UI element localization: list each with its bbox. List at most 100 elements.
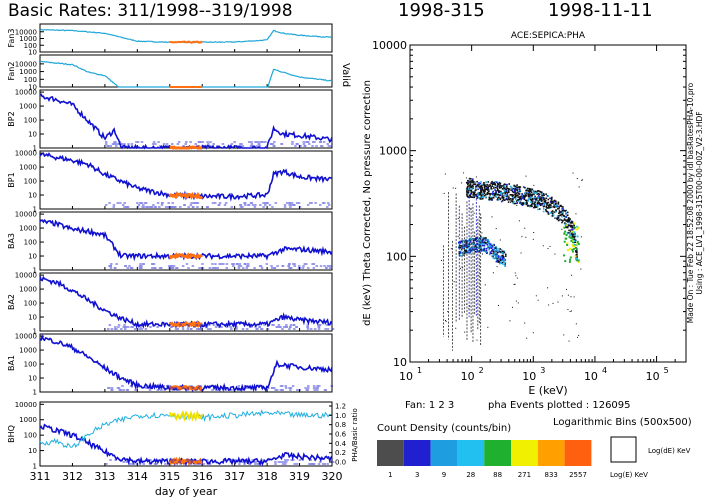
- heatmap-cell: [471, 246, 473, 249]
- heatmap-cell: [513, 185, 516, 187]
- y-tick-label: 10000: [372, 39, 407, 52]
- legend-swatch: [377, 440, 404, 466]
- heatmap-cell: [514, 272, 516, 274]
- heatmap-cell: [484, 284, 486, 286]
- fan-label: Fan: 1 2 3: [405, 400, 454, 411]
- heatmap-cell: [486, 247, 489, 249]
- heatmap-cell: [490, 186, 492, 189]
- heatmap-cell: [538, 193, 541, 196]
- heatmap-cell: [507, 187, 509, 189]
- heatmap-cell: [498, 194, 501, 196]
- heatmap-cell: [570, 222, 572, 224]
- heatmap-cell: [480, 235, 482, 238]
- legend-swatch: [457, 440, 485, 466]
- heatmap-cell: [574, 234, 576, 236]
- heatmap-cell: [514, 188, 516, 190]
- heatmap-cell: [488, 196, 491, 199]
- heatmap-cell: [470, 186, 473, 189]
- heatmap-cell: [489, 252, 492, 254]
- heatmap-cell: [526, 192, 529, 194]
- heatmap-cell: [526, 337, 528, 339]
- heatmap-cell: [477, 188, 479, 191]
- heatmap-cell: [519, 186, 522, 188]
- heatmap-cell: [476, 243, 478, 245]
- heatmap-cell: [557, 219, 560, 222]
- heatmap-cell: [540, 191, 543, 193]
- heatmap-cell: [462, 243, 465, 246]
- heatmap-cell: [574, 241, 576, 243]
- heatmap-cell: [562, 220, 564, 222]
- heatmap-cell: [474, 191, 476, 194]
- heatmap-cell: [476, 197, 478, 199]
- y-tick-label: 10000: [15, 211, 37, 219]
- heatmap-cell: [553, 204, 555, 206]
- heatmap-cell: [517, 186, 520, 189]
- heatmap-cell: [472, 253, 474, 255]
- heatmap-cell: [545, 210, 548, 212]
- heatmap-cell: [461, 244, 464, 247]
- heatmap-cell: [545, 197, 548, 200]
- highlight-segment: [168, 456, 203, 466]
- heatmap-cell: [488, 242, 491, 245]
- heatmap-cell: [489, 245, 492, 248]
- x-tick-label: 10: [584, 370, 598, 383]
- heatmap-cell: [462, 244, 465, 247]
- heatmap-cell: [542, 210, 545, 213]
- heatmap-cell: [471, 178, 474, 181]
- heatmap-cell: [521, 202, 523, 204]
- heatmap-cell: [503, 183, 506, 185]
- heatmap-cell: [513, 186, 516, 188]
- heatmap-cell: [462, 267, 464, 269]
- heatmap-cell: [508, 196, 510, 198]
- heatmap-cell: [518, 220, 520, 222]
- heatmap-cell: [464, 240, 467, 242]
- heatmap-cell: [566, 221, 569, 223]
- heatmap-cell: [525, 203, 528, 206]
- y-tick-label: 1: [33, 328, 37, 336]
- heatmap-cell: [561, 208, 563, 210]
- heatmap-cell: [516, 189, 519, 191]
- heatmap-cell: [571, 221, 573, 223]
- heatmap-cell: [459, 244, 461, 247]
- heatmap-cell: [499, 239, 501, 241]
- heatmap-cell: [530, 205, 533, 208]
- highlight-segment: [169, 144, 203, 151]
- heatmap-cell: [521, 193, 523, 195]
- heatmap-cell: [503, 185, 505, 188]
- heatmap-cell: [467, 191, 470, 194]
- legend-value: 28: [466, 471, 475, 479]
- heatmap-cell: [491, 184, 493, 186]
- heatmap-cell: [527, 200, 529, 202]
- x-tick-label: 10: [646, 370, 660, 383]
- highlight-segment: [169, 384, 203, 392]
- heatmap-cell: [466, 190, 468, 192]
- heatmap-cell: [539, 203, 542, 205]
- heatmap-cell: [487, 246, 490, 249]
- panel-label: Fan2: [7, 62, 16, 81]
- heatmap-cell: [568, 221, 570, 224]
- heatmap-cell: [474, 238, 477, 241]
- heatmap-cell: [573, 224, 575, 227]
- heatmap-cell: [502, 196, 505, 199]
- heatmap-cell: [479, 185, 482, 187]
- x-tick-label: 10: [399, 370, 413, 383]
- heatmap-cell: [487, 181, 490, 183]
- heatmap-cell: [518, 192, 520, 195]
- heatmap-cell: [577, 243, 580, 245]
- heatmap-cell: [469, 251, 471, 254]
- heatmap-cell: [509, 198, 512, 200]
- heatmap-cell: [532, 238, 534, 240]
- heatmap-cell: [500, 186, 503, 189]
- heatmap-cell: [509, 320, 511, 322]
- heatmap-cell: [515, 200, 518, 202]
- heatmap-cell: [536, 204, 538, 206]
- heatmap-cell: [576, 258, 579, 261]
- heatmap-cell: [496, 198, 499, 201]
- heatmap-cell: [516, 188, 519, 190]
- heatmap-cell: [531, 188, 534, 191]
- heatmap-cell: [486, 238, 488, 241]
- heatmap-cell: [517, 198, 520, 201]
- heatmap-cell: [546, 210, 549, 213]
- heatmap-cell: [494, 184, 497, 186]
- heatmap-cell: [483, 194, 486, 197]
